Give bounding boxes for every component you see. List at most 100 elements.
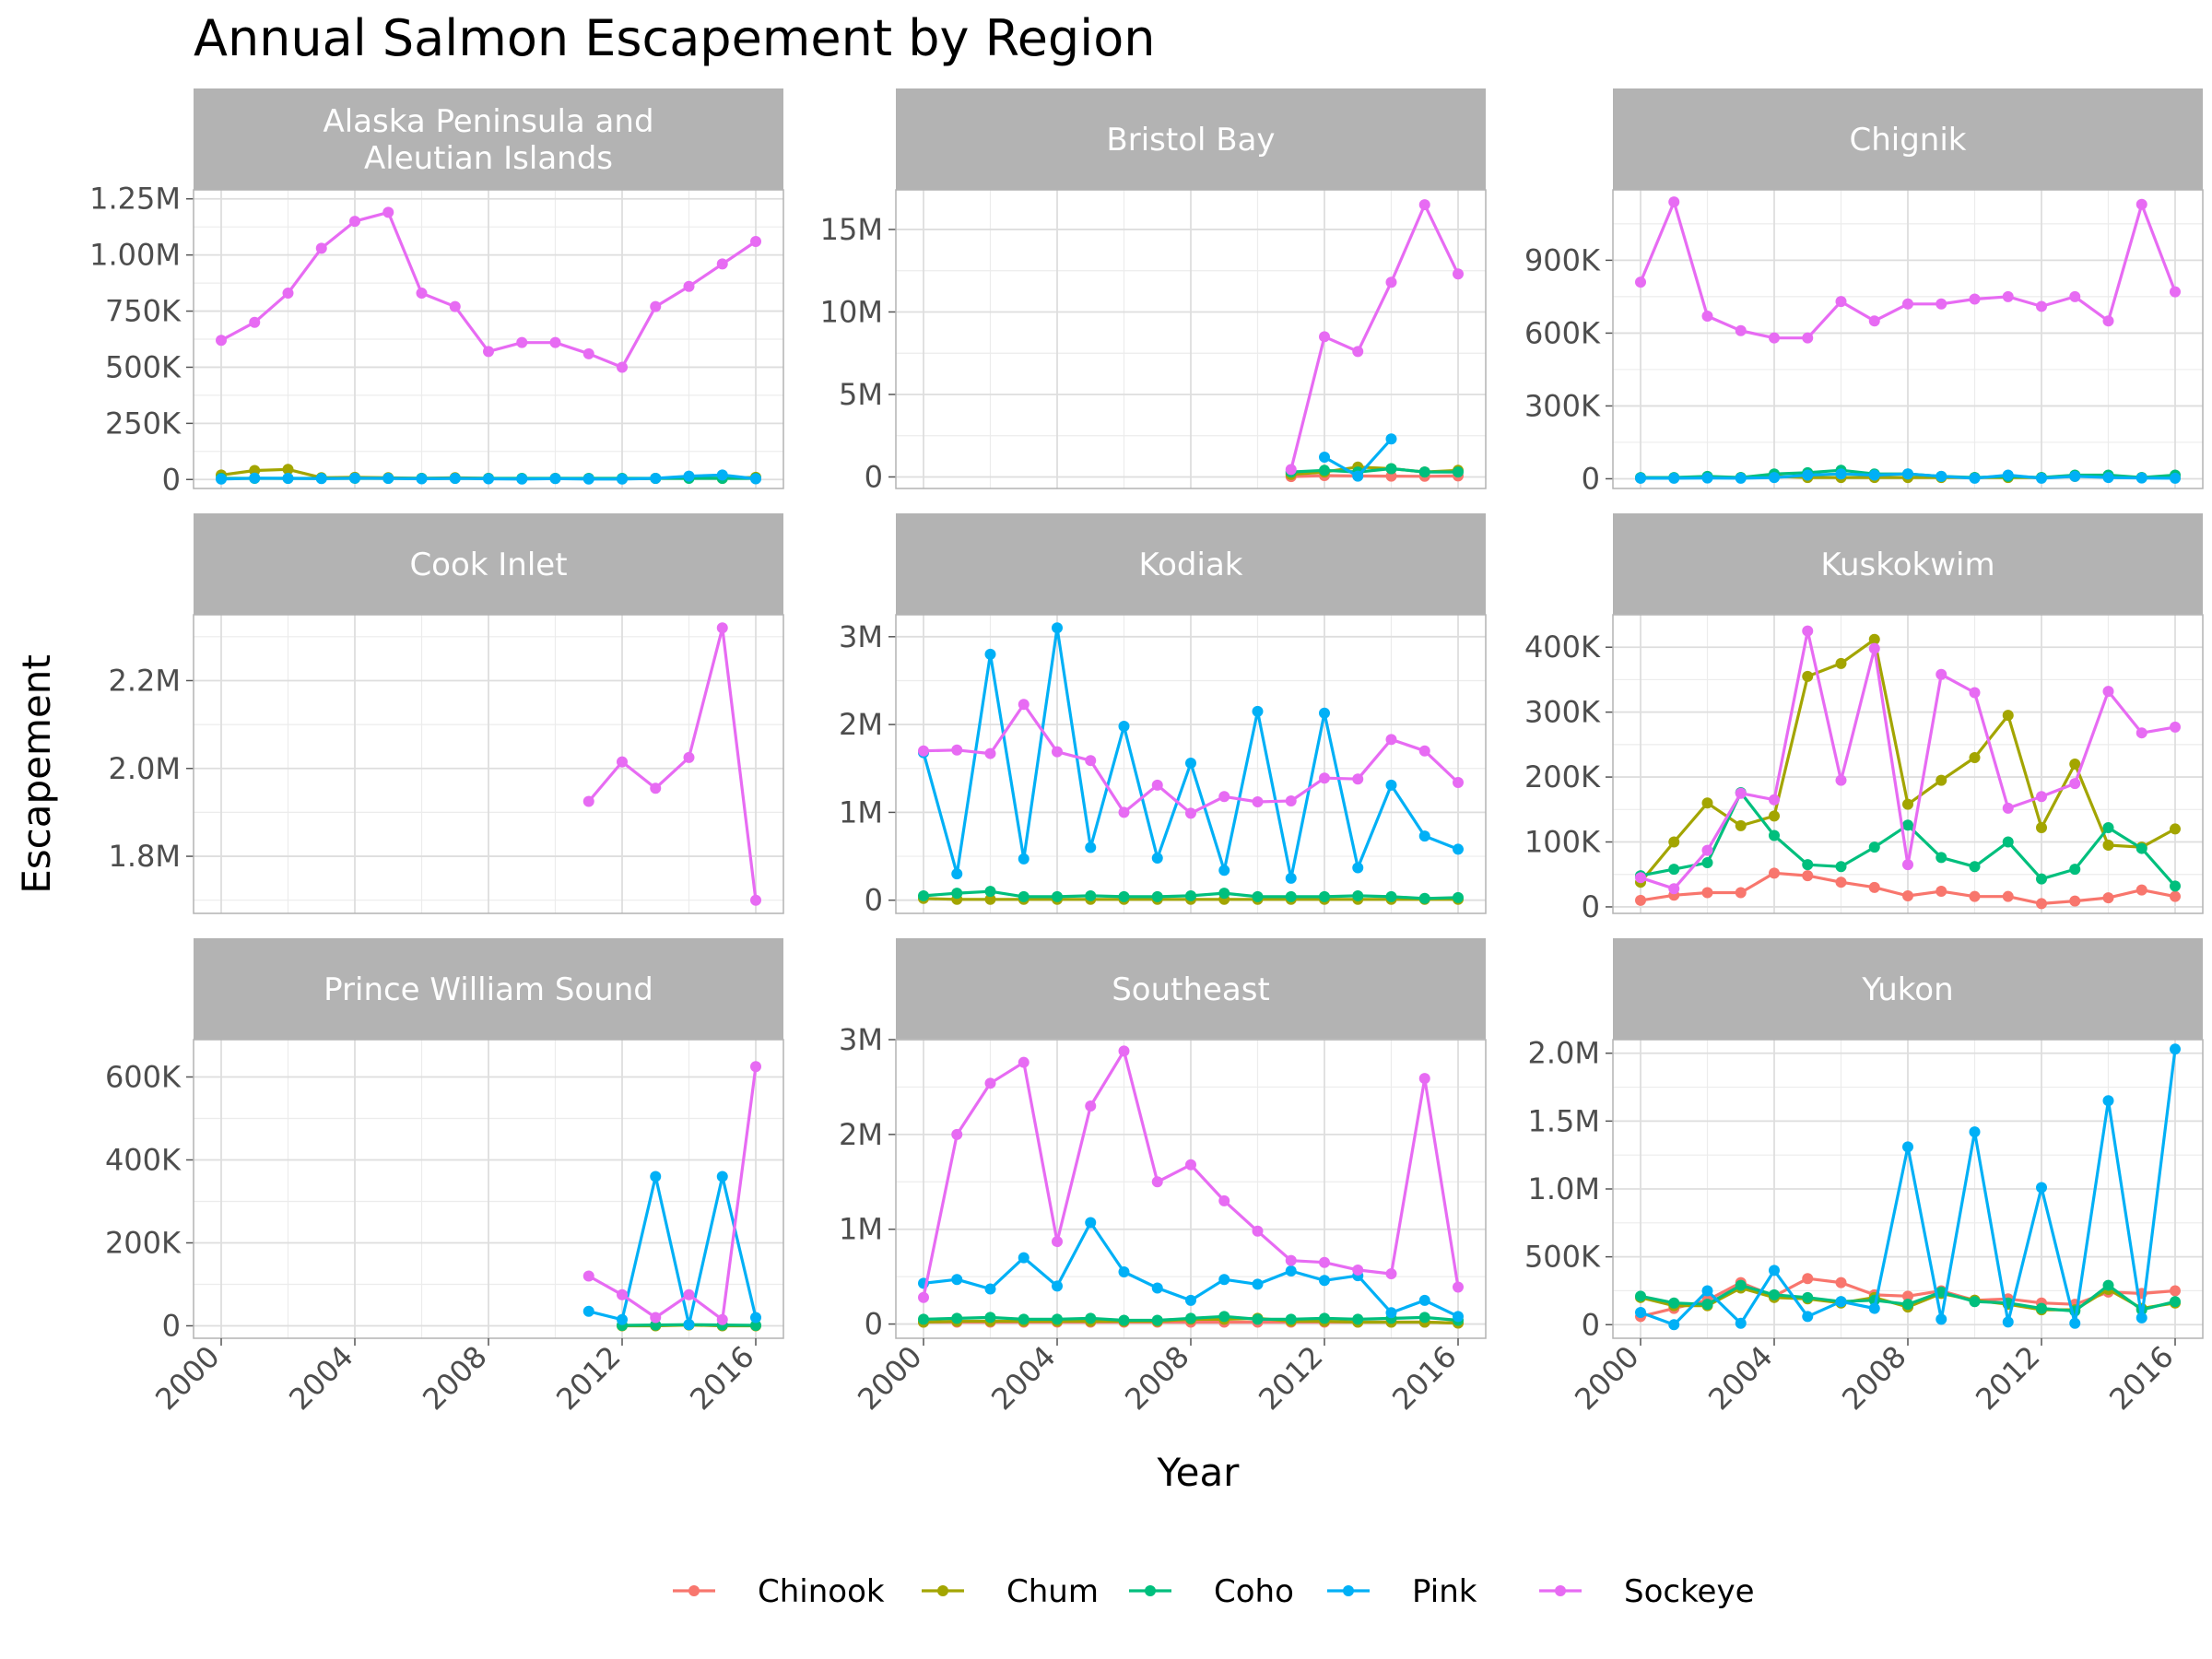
data-point <box>2170 1296 2181 1308</box>
data-point <box>2170 286 2181 298</box>
data-point <box>1635 1307 1646 1319</box>
data-point <box>1418 1294 1430 1306</box>
data-point <box>416 288 428 300</box>
data-point <box>1802 625 1814 637</box>
data-point <box>683 1288 695 1300</box>
y-tick-label: 0 <box>162 462 181 497</box>
data-point <box>2170 880 2181 892</box>
series-coho <box>918 1311 1464 1326</box>
data-point <box>1701 1299 1713 1311</box>
data-point <box>516 336 528 348</box>
data-point <box>1252 890 1264 902</box>
legend-key-point <box>688 1585 700 1596</box>
data-point <box>216 473 227 485</box>
strip-background <box>896 513 1486 615</box>
y-tick-label: 3M <box>839 619 883 654</box>
data-point <box>1319 1275 1330 1287</box>
data-point <box>449 473 461 485</box>
strip-label: Prince William Sound <box>324 971 653 1008</box>
data-point <box>2036 898 2047 910</box>
data-point <box>483 346 494 358</box>
data-point <box>1085 841 1097 853</box>
data-point <box>1185 807 1196 819</box>
data-point <box>1902 1141 1913 1153</box>
data-point <box>1085 755 1097 767</box>
data-point <box>1418 466 1430 478</box>
data-point <box>1218 865 1230 877</box>
data-point <box>1735 472 1747 484</box>
series-line <box>1290 474 1459 478</box>
data-point <box>1085 1312 1097 1324</box>
strip-label: Aleutian Islands <box>364 140 613 177</box>
data-point <box>2136 727 2147 739</box>
y-tick-label: 400K <box>105 1143 182 1178</box>
data-point <box>1453 1281 1464 1293</box>
series-sockeye <box>216 206 761 373</box>
legend-item-coho: Coho <box>1129 1573 1294 1610</box>
data-point <box>683 1319 695 1331</box>
y-tick-label: 0 <box>162 1309 181 1344</box>
data-point <box>2036 472 2047 484</box>
data-point <box>1668 864 1680 876</box>
strip-label: Kuskokwim <box>1820 547 1994 583</box>
legend-key-point <box>1343 1585 1354 1596</box>
data-point <box>1936 774 1947 786</box>
y-tick-label: 0 <box>1582 461 1600 496</box>
data-point <box>2102 686 2114 698</box>
legend-label: Sockeye <box>1624 1573 1755 1610</box>
data-point <box>2102 892 2114 904</box>
data-point <box>1969 1296 1981 1308</box>
data-point <box>1769 472 1780 484</box>
strip-background <box>1613 513 2203 615</box>
data-point <box>1868 881 1880 893</box>
data-point <box>716 1171 728 1182</box>
x-axis-title: Year <box>1157 1450 1241 1495</box>
series-sockeye <box>918 699 1464 819</box>
data-point <box>2036 300 2047 312</box>
panel-kuskokwim: Kuskokwim 0 100K 200K 300K 400K <box>1524 513 2204 924</box>
data-point <box>2069 778 2081 790</box>
y-tick-label: 500K <box>105 349 182 384</box>
data-point <box>1118 890 1130 902</box>
data-point <box>1635 872 1646 884</box>
data-point <box>2036 1302 2047 1314</box>
series-sockeye <box>582 622 761 906</box>
y-axis-title: Escapement <box>14 654 59 894</box>
data-point <box>1701 310 1713 322</box>
strip-label: Southeast <box>1112 971 1270 1008</box>
data-point <box>1802 1273 1814 1285</box>
data-point <box>1835 877 1847 888</box>
legend-key-point <box>937 1585 948 1596</box>
data-point <box>1185 889 1196 901</box>
x-tick-label: 2004 <box>282 1339 359 1417</box>
panel-border <box>1612 614 2204 914</box>
data-point <box>1769 810 1780 822</box>
data-point <box>1769 332 1780 344</box>
data-point <box>1902 798 1913 810</box>
data-point <box>683 280 695 292</box>
data-point <box>1285 1265 1297 1277</box>
data-point <box>1185 758 1196 770</box>
data-point <box>2036 1182 2047 1194</box>
data-point <box>1252 1313 1264 1325</box>
data-point <box>750 1061 761 1073</box>
data-point <box>716 469 728 481</box>
data-point <box>1969 861 1981 873</box>
data-point <box>1218 791 1230 803</box>
data-point <box>282 473 294 485</box>
data-point <box>1453 891 1464 903</box>
data-point <box>1319 331 1330 343</box>
series-pink <box>216 469 761 485</box>
data-point <box>2002 836 2014 848</box>
data-point <box>1668 472 1680 484</box>
data-point <box>2136 198 2147 210</box>
data-point <box>2170 721 2181 733</box>
data-point <box>1018 1313 1030 1325</box>
panel-border <box>895 614 1487 914</box>
data-point <box>1835 468 1847 480</box>
data-point <box>1385 433 1397 445</box>
data-point <box>582 1305 594 1317</box>
data-point <box>483 473 494 485</box>
data-point <box>1218 1311 1230 1323</box>
